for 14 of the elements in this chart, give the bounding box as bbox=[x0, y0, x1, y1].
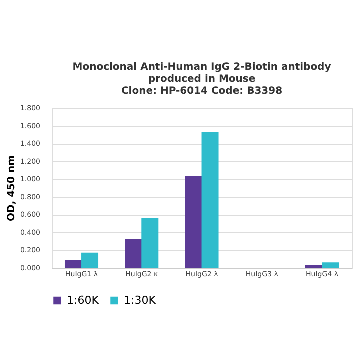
bar bbox=[202, 132, 219, 268]
bar bbox=[322, 262, 340, 268]
text: Clone: HP-6014 Code: B3398 bbox=[121, 86, 283, 97]
bar bbox=[82, 252, 99, 268]
legend-label: 1:30K bbox=[124, 294, 157, 307]
bar bbox=[142, 218, 159, 268]
bar bbox=[305, 265, 322, 268]
bar bbox=[64, 260, 82, 268]
bar bbox=[125, 240, 142, 268]
text: Monoclonal Anti-Human IgG 2-Biotin antibody bbox=[72, 62, 332, 73]
y-axis-title: OD, 450 nm bbox=[6, 156, 18, 222]
legend-label: 1:60K bbox=[67, 294, 100, 307]
text: produced in Mouse bbox=[148, 74, 256, 85]
bar bbox=[185, 176, 202, 268]
